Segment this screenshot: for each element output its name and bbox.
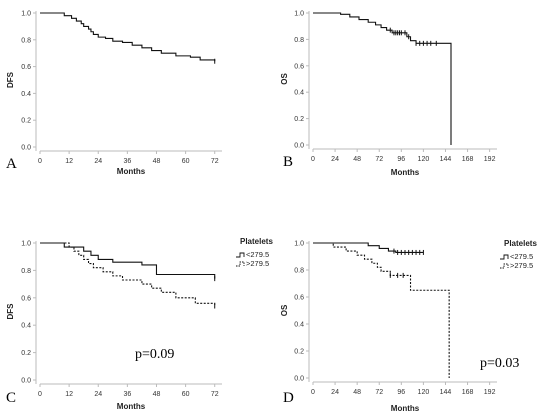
y-tick-label: 0.8 [294,37,304,44]
x-tick-label: 168 [462,156,474,163]
panel-a: 0 12 24 36 48 60 72 0.0 0.2 0.4 0.6 0.8 1.0 Months DFS… [6,11,222,176]
y-tick-label: 0.2 [21,350,31,357]
p-value-annotation: p=0.03 [480,356,519,371]
y-tick-label: 0.0 [21,378,31,385]
x-tick-label: 72 [211,391,219,398]
x-tick-label: 60 [182,158,190,165]
x-tick-label: 0 [38,391,42,398]
y-axis-label: OS [280,73,289,85]
x-tick-label: 0 [311,389,315,396]
x-tick-label: 144 [440,156,452,163]
x-tick-label: 192 [484,389,496,396]
km-curve-dashed-1 [40,242,216,307]
panel-label: A [6,156,17,172]
x-tick-label: 48 [153,158,161,165]
legend-entry: <279.5 [246,250,269,259]
x-tick-label: 36 [123,391,131,398]
y-tick-label: 1.0 [294,241,304,248]
x-tick-label: 48 [353,389,361,396]
x-tick-label: 48 [353,156,361,163]
x-tick-label: 72 [211,158,219,165]
y-tick-label: 0.2 [21,118,31,125]
x-tick-label: 60 [182,391,190,398]
panel-c: 0 12 24 36 48 60 72 0.0 0.2 0.4 0.6 0.8 1.0 Months DFS… [6,237,273,411]
panel-d: 0 24 48 72 96 120 144 168 192 0.0 0.2 0.4 0.6 0.8 1.0 M… [280,239,537,413]
y-tick-label: 0.2 [294,349,304,356]
legend-swatch [500,263,509,269]
km-curve-solid-0 [313,12,452,145]
y-tick-label: 0.0 [294,143,304,150]
panel-label: B [283,154,293,170]
x-tick-label: 192 [484,156,496,163]
legend-title: Platelets [240,237,273,246]
legend-swatch [500,254,509,260]
legend-swatch [236,252,245,258]
y-tick-label: 0.4 [21,323,31,330]
x-tick-label: 72 [375,156,383,163]
x-tick-label: 48 [153,391,161,398]
x-tick-label: 120 [418,156,430,163]
y-tick-label: 0.0 [294,376,304,383]
x-tick-label: 0 [38,158,42,165]
y-tick-label: 0.6 [21,295,31,302]
y-tick-label: 1.0 [294,11,304,18]
y-tick-label: 1.0 [21,11,31,18]
panel-b: 0 24 48 72 96 120 144 168 192 0.0 0.2 0.4 0.6 0.8 1.0 M… [280,11,497,177]
y-tick-label: 0.6 [21,64,31,71]
x-tick-label: 168 [462,389,474,396]
legend: Platelets <279.5>279.5 [500,239,537,270]
x-tick-label: 24 [94,158,102,165]
x-tick-label: 36 [123,158,131,165]
x-tick-label: 72 [375,389,383,396]
y-tick-label: 0.6 [294,295,304,302]
x-tick-label: 24 [331,156,339,163]
x-tick-label: 12 [65,391,73,398]
y-tick-label: 0.8 [21,268,31,275]
km-curve-dashed-1 [313,242,450,378]
legend-entry: >279.5 [510,261,533,270]
x-axis-label: Months [117,167,146,176]
panel-label: D [283,390,294,406]
x-tick-label: 144 [440,389,452,396]
legend-title: Platelets [504,239,537,248]
x-axis-label: Months [391,404,420,413]
legend-entry: <279.5 [510,252,533,261]
x-tick-label: 96 [397,156,405,163]
x-tick-label: 0 [311,156,315,163]
y-axis-label: DFS [6,303,15,320]
x-tick-label: 12 [65,158,73,165]
p-value-annotation: p=0.09 [135,347,174,362]
y-tick-label: 0.6 [294,63,304,70]
x-axis-label: Months [391,168,420,177]
y-tick-label: 0.4 [294,90,304,97]
x-axis-label: Months [117,402,146,411]
x-tick-label: 24 [331,389,339,396]
y-tick-label: 0.8 [21,37,31,44]
y-tick-label: 0.0 [21,145,31,152]
km-curve-solid-0 [313,242,424,253]
y-tick-label: 0.4 [21,91,31,98]
x-tick-label: 96 [397,389,405,396]
y-tick-label: 0.2 [294,116,304,123]
panel-label: C [6,390,16,406]
y-tick-label: 1.0 [21,241,31,248]
y-axis-label: OS [280,304,289,316]
x-tick-label: 24 [94,391,102,398]
y-tick-label: 0.4 [294,322,304,329]
legend-swatch [236,261,245,267]
legend-entry: >279.5 [246,259,269,268]
y-axis-label: DFS [6,71,15,88]
legend: Platelets <279.5>279.5 [236,237,273,268]
km-curve-solid-0 [40,12,216,62]
x-tick-label: 120 [418,389,430,396]
km-curve-solid-0 [40,242,216,279]
y-tick-label: 0.8 [294,268,304,275]
